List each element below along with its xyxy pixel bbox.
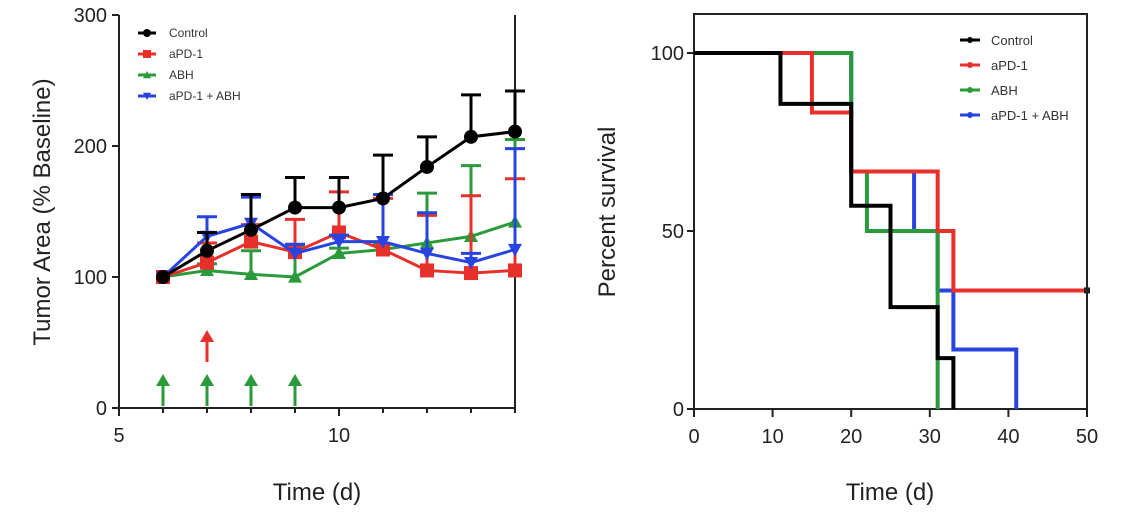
legend-marker [143,71,151,79]
x-tick-label: 0 [688,426,699,448]
left-x-axis-label: Time (d) [273,479,361,506]
legend-label: ABH [169,68,194,82]
data-point [332,236,346,249]
data-point [508,124,522,139]
data-point [332,200,346,215]
right-axes-frame [693,13,1088,410]
legend-label: aPD-1 + ABH [169,89,241,103]
y-tick-label: 200 [74,136,107,158]
data-point [508,243,522,257]
data-point [464,256,478,270]
data-point [288,270,302,283]
legend-label: Control [991,33,1033,48]
data-point [376,191,390,206]
treatment-arrow-head [156,374,170,386]
data-point [288,200,302,215]
x-tick-label: 10 [328,425,350,447]
legend-label: aPD-1 [169,47,203,61]
survival-chart: Percent survival Time (d) 0 50 100 0 10 20 30 4… [594,13,1098,506]
data-point [420,263,434,278]
data-point [420,159,434,174]
data-point [288,247,302,261]
survival-curve-abh [694,51,940,409]
survival-curve-control [694,51,956,409]
data-point [244,234,258,249]
data-point [376,242,390,257]
data-point [464,266,478,281]
treatment-arrow-head [200,374,214,386]
legend-label: aPD-1 [991,58,1028,73]
data-point [376,236,390,249]
y-tick-label: 100 [74,267,107,289]
legend-marker [967,87,973,93]
y-tick-label: 50 [662,221,684,243]
x-tick-label: 40 [997,426,1019,448]
survival-curve-apd-1-abh [694,51,1019,409]
treatment-arrow-head [288,374,302,386]
data-point [332,246,346,260]
data-point [420,247,434,261]
right-x-axis-label: Time (d) [846,479,934,506]
censor-mark [1084,287,1090,294]
data-point [244,222,258,237]
legend-marker [967,37,973,43]
data-point [200,255,214,270]
data-point [200,263,214,277]
legend-label: Control [169,26,208,40]
treatment-arrow-head [244,374,258,386]
legend-marker [143,92,151,100]
data-point [156,270,170,284]
x-tick-label: 20 [840,426,862,448]
data-point [200,243,214,258]
x-tick-label: 30 [919,426,941,448]
y-tick-label: 0 [673,399,684,421]
legend-label: ABH [991,83,1018,98]
x-tick-label: 10 [761,426,783,448]
x-tick-label: 5 [113,425,124,447]
data-point [244,267,258,280]
treatment-arrow-head [200,330,214,342]
data-point [508,263,522,278]
tumor-area-chart: Tumor Area (% Baseline) Time (d) 0 100 200… [29,5,525,506]
x-tick-label: 50 [1076,426,1098,448]
left-y-axis-label: Tumor Area (% Baseline) [29,78,56,345]
survival-curve-apd-1 [694,51,1087,293]
legend-marker [143,29,151,37]
y-tick-label: 300 [74,5,107,27]
legend-marker [967,62,973,68]
series-control [156,89,525,284]
legend-marker [967,112,973,118]
legend-marker [143,50,151,58]
y-tick-label: 100 [651,43,684,65]
right-y-axis-label: Percent survival [594,127,621,298]
data-point [464,129,478,144]
y-tick-label: 0 [96,398,107,420]
legend-label: aPD-1 + ABH [991,108,1069,123]
